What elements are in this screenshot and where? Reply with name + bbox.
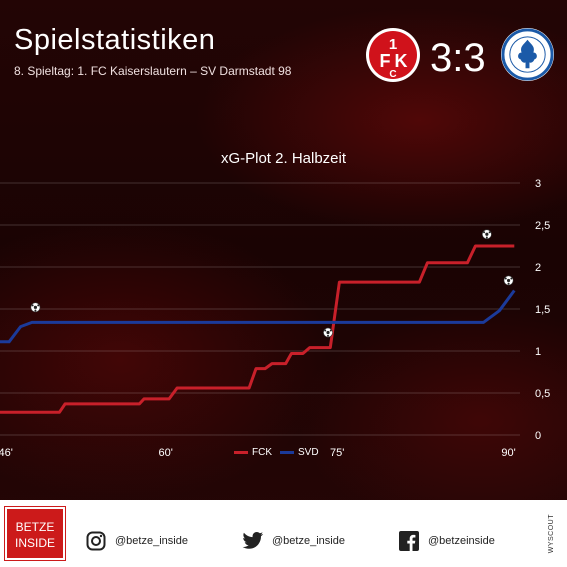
- chart-title: xG-Plot 2. Halbzeit: [220, 150, 347, 167]
- ball-patch: [510, 277, 513, 280]
- series-line-fck: [0, 244, 515, 414]
- y-tick-label: 1,5: [535, 304, 550, 316]
- ball-patch: [507, 282, 510, 285]
- ball-patch: [327, 334, 329, 337]
- goal-marker-svd: [503, 275, 514, 286]
- y-tick-label: 2: [535, 262, 541, 274]
- ball-patch: [483, 231, 486, 234]
- data-credit: WYSCOUT: [548, 514, 555, 554]
- x-tick-label: 60': [159, 447, 173, 459]
- legend-item-fck: FCK: [234, 447, 272, 458]
- chart-legend: FCK SVD: [234, 447, 319, 458]
- match-subtitle: 8. Spieltag: 1. FC Kaiserslautern – SV D…: [14, 64, 292, 78]
- ball-patch: [485, 232, 489, 236]
- fck-logo: 1 F K C: [366, 28, 420, 82]
- series-line-svd: [0, 289, 516, 344]
- legend-label-svd: SVD: [298, 447, 319, 458]
- match-score: 3:3: [430, 36, 486, 80]
- goal-marker-svd: [30, 302, 41, 313]
- ball-patch: [37, 304, 40, 307]
- goal-marker-fck: [323, 327, 333, 338]
- facebook-link[interactable]: @betzeinside: [398, 530, 495, 552]
- svd-logo: [500, 27, 555, 82]
- brand-logo: BETZE INSIDE: [4, 506, 66, 561]
- y-tick-label: 2,5: [535, 220, 550, 232]
- y-tick-label: 0: [535, 430, 541, 442]
- y-tick-label: 3: [535, 178, 541, 190]
- ball-patch: [488, 231, 491, 234]
- svg-text:C: C: [389, 69, 396, 80]
- svg-text:1: 1: [389, 36, 397, 53]
- legend-item-svd: SVD: [280, 447, 319, 458]
- y-tick-label: 0,5: [535, 388, 550, 400]
- page-title: Spielstatistiken: [14, 24, 216, 56]
- ball-patch: [34, 309, 37, 312]
- brand-label: BETZE INSIDE: [15, 520, 56, 550]
- ball-patch: [506, 278, 511, 283]
- facebook-icon: [398, 530, 420, 552]
- instagram-link[interactable]: @betze_inside: [85, 530, 188, 552]
- y-tick-label: 1: [535, 346, 541, 358]
- ball-patch: [485, 236, 488, 239]
- instagram-icon: [85, 530, 107, 552]
- facebook-handle: @betzeinside: [428, 535, 495, 547]
- legend-label-fck: FCK: [252, 447, 272, 458]
- twitter-icon: [242, 530, 264, 552]
- x-tick-label: 75': [330, 447, 344, 459]
- ball-patch: [324, 329, 327, 332]
- goal-marker-fck: [481, 229, 492, 240]
- ball-patch: [326, 330, 330, 335]
- ball-patch: [33, 305, 38, 309]
- ball-patch: [329, 329, 332, 332]
- twitter-handle: @betze_inside: [272, 535, 345, 547]
- svg-text:K: K: [395, 51, 408, 71]
- ball-patch: [31, 304, 34, 307]
- svg-text:F: F: [380, 51, 391, 71]
- instagram-handle: @betze_inside: [115, 535, 188, 547]
- x-tick-label: 46': [0, 447, 13, 459]
- ball-patch: [504, 277, 507, 280]
- x-tick-label: 90': [501, 447, 515, 459]
- twitter-link[interactable]: @betze_inside: [242, 530, 345, 552]
